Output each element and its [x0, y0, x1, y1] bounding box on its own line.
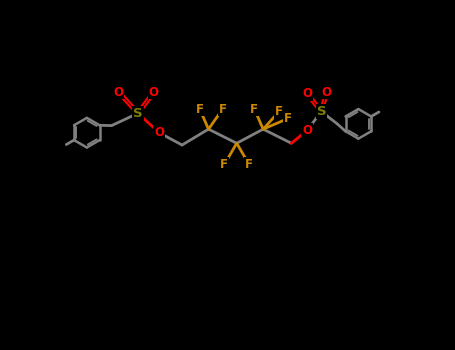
Text: O: O	[149, 86, 159, 99]
Text: F: F	[284, 112, 292, 125]
Text: F: F	[220, 158, 228, 171]
Text: F: F	[275, 105, 283, 118]
Text: O: O	[154, 126, 164, 139]
Text: O: O	[114, 86, 124, 99]
Text: F: F	[196, 103, 204, 116]
Text: O: O	[302, 124, 312, 137]
Text: S: S	[317, 105, 326, 118]
Text: O: O	[322, 86, 332, 99]
Text: S: S	[133, 107, 143, 120]
Text: F: F	[218, 103, 227, 116]
Text: O: O	[302, 88, 312, 100]
Text: F: F	[245, 158, 253, 171]
Text: F: F	[250, 103, 258, 116]
